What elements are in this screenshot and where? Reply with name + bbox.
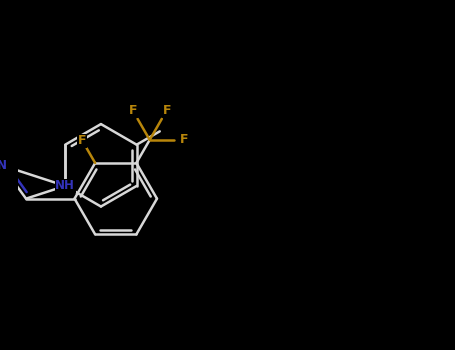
Text: NH: NH [56, 180, 75, 193]
Text: F: F [179, 133, 188, 146]
Text: F: F [78, 134, 86, 147]
Text: F: F [162, 104, 171, 117]
Text: N: N [0, 159, 7, 172]
Text: F: F [128, 104, 137, 117]
